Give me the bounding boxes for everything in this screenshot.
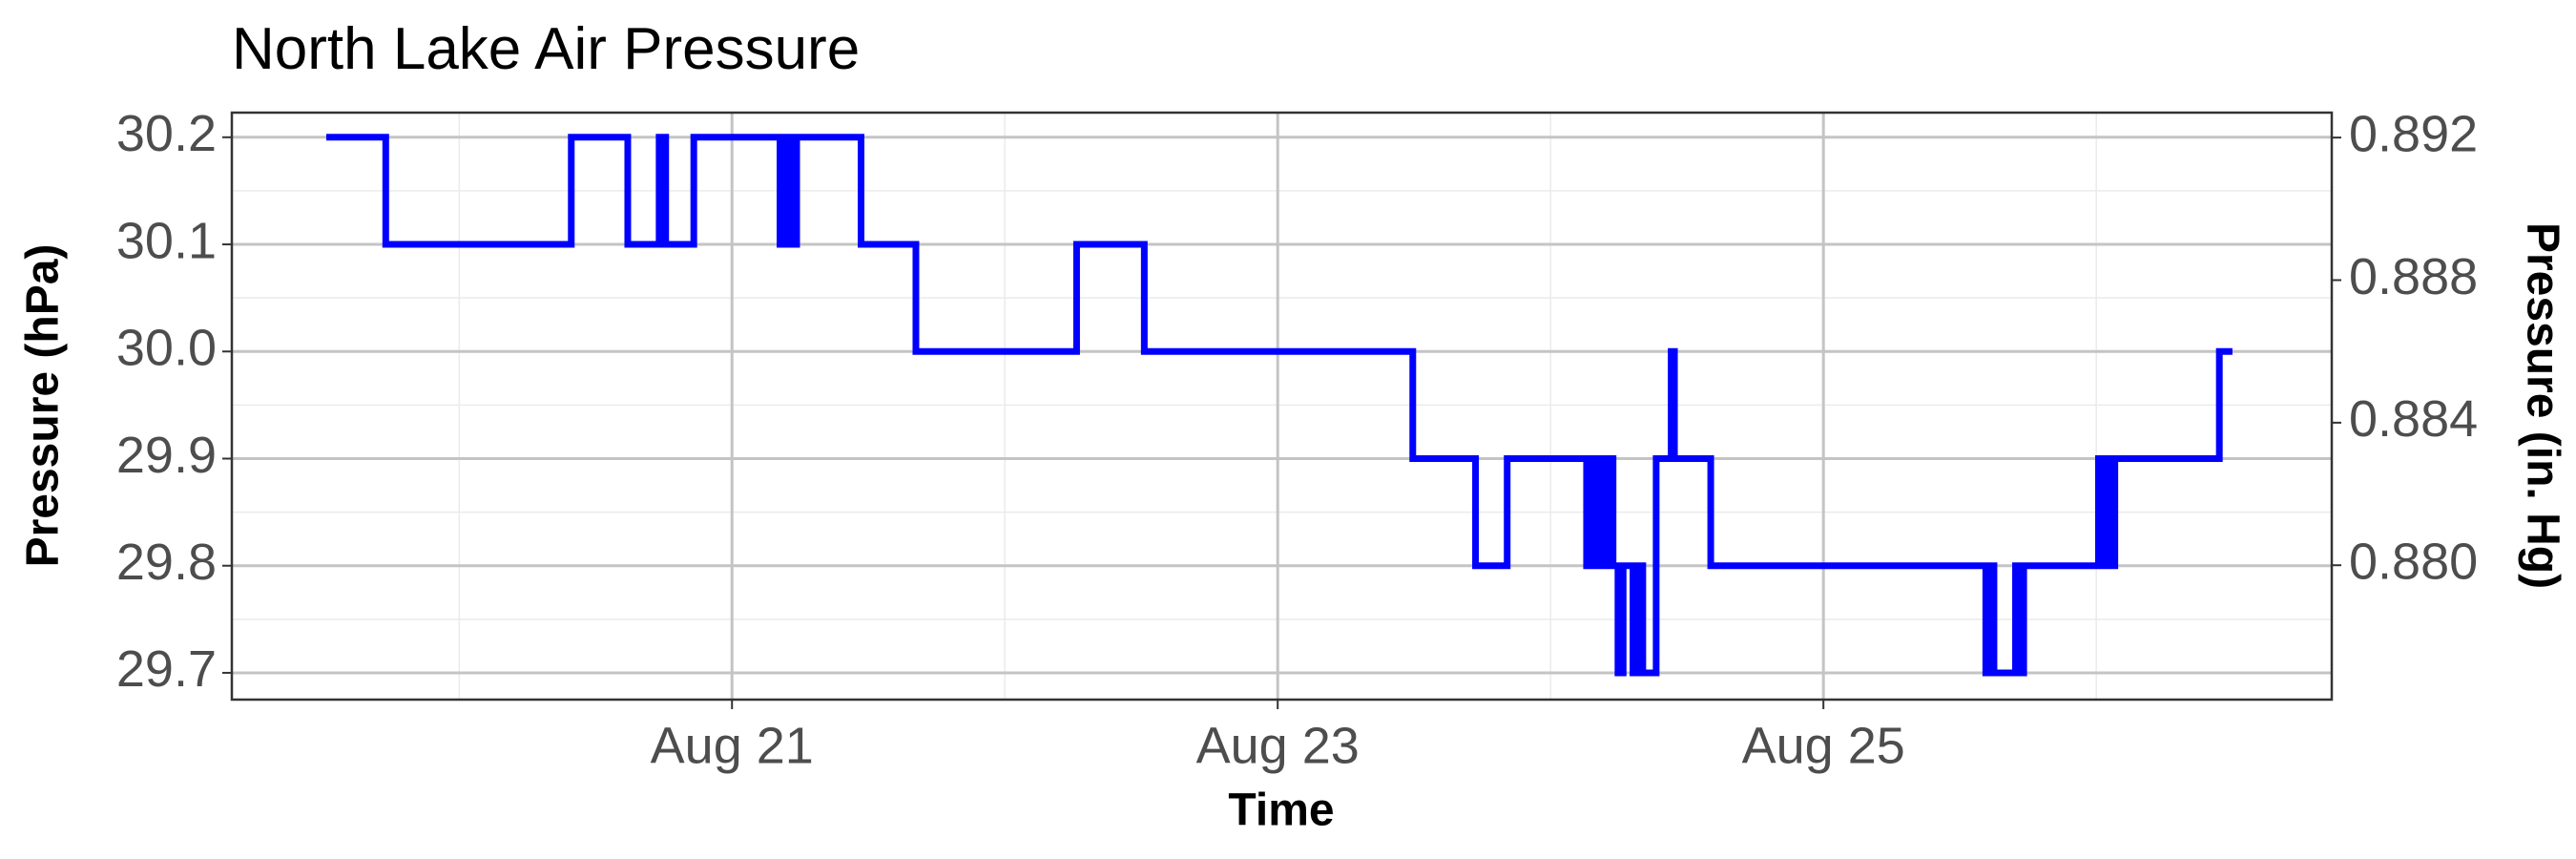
chart-title: North Lake Air Pressure (232, 16, 860, 82)
x-tick-label: Aug 21 (651, 717, 814, 774)
y-axis-title: Pressure (hPa) (18, 244, 69, 568)
plot-border (230, 111, 2334, 702)
x-tick-label: Aug 23 (1196, 717, 1360, 774)
y2-tick-label: 0.888 (2349, 248, 2478, 305)
y-tick-label: 29.7 (116, 640, 217, 698)
y2-tick-label: 0.884 (2349, 390, 2478, 448)
data-line (325, 134, 2233, 677)
y-tick-label: 29.9 (116, 427, 217, 484)
y2-tick-label: 0.880 (2349, 533, 2478, 590)
y-tick-label: 30.1 (116, 212, 217, 269)
y2-tick-label: 0.892 (2349, 105, 2478, 162)
y2-axis-title: Pressure (in. Hg) (2517, 222, 2567, 589)
y-tick-label: 30.2 (116, 105, 217, 162)
y-tick-label: 30.0 (116, 320, 217, 377)
x-axis-title: Time (1228, 786, 1334, 836)
x-tick-label: Aug 25 (1742, 717, 1905, 774)
y-tick-label: 29.8 (116, 534, 217, 591)
